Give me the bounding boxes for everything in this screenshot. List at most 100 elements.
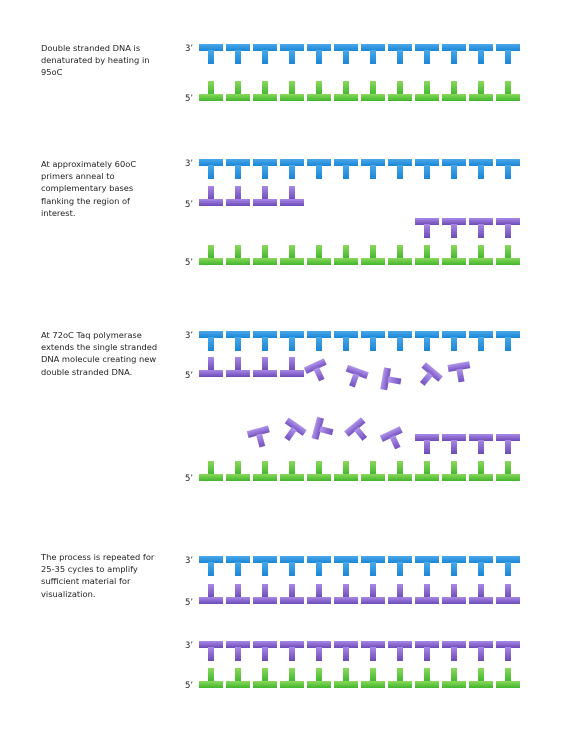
nucleotide	[199, 641, 223, 661]
nucleotide	[199, 186, 223, 206]
template-strand-top	[199, 331, 520, 351]
nucleotide	[469, 584, 493, 604]
nucleotide	[415, 668, 439, 688]
nucleotide	[199, 461, 223, 481]
free-nucleotide	[345, 364, 369, 388]
nucleotide	[496, 331, 520, 351]
nucleotide	[334, 331, 358, 351]
nucleotide	[253, 44, 277, 64]
primer-strand-right	[415, 434, 520, 454]
label-5prime: 5’	[185, 474, 193, 484]
nucleotide	[496, 461, 520, 481]
nucleotide	[253, 245, 277, 265]
nucleotide	[442, 461, 466, 481]
nucleotide	[361, 245, 385, 265]
nucleotide	[469, 218, 493, 238]
nucleotide	[388, 44, 412, 64]
nucleotide	[442, 81, 466, 101]
nucleotide	[415, 159, 439, 179]
template-strand-top	[199, 44, 520, 64]
free-nucleotide	[246, 425, 270, 448]
nucleotide	[280, 331, 304, 351]
nucleotide	[226, 641, 250, 661]
nucleotide	[442, 44, 466, 64]
label-5prime: 5’	[185, 371, 193, 381]
nucleotide	[199, 668, 223, 688]
nucleotide	[334, 81, 358, 101]
nucleotide	[280, 44, 304, 64]
nucleotide	[388, 461, 412, 481]
nucleotide	[496, 584, 520, 604]
label-5prime: 5’	[185, 258, 193, 268]
nucleotide	[415, 461, 439, 481]
nucleotide	[334, 159, 358, 179]
nucleotide	[388, 556, 412, 576]
nucleotide	[361, 81, 385, 101]
nucleotide	[496, 668, 520, 688]
step-4-description: The process is repeated for 25-35 cycles…	[41, 552, 155, 599]
nucleotide	[199, 331, 223, 351]
step-2-diagram: 3’ 5’ 5’	[185, 159, 520, 268]
nucleotide	[253, 159, 277, 179]
nucleotide	[280, 159, 304, 179]
nucleotide	[469, 668, 493, 688]
nucleotide	[334, 44, 358, 64]
nucleotide	[280, 584, 304, 604]
step-3-diagram: 3’ 5’ 5’	[185, 331, 520, 484]
label-3prime: 3’	[185, 331, 193, 341]
nucleotide	[361, 331, 385, 351]
template-strand-top	[199, 556, 520, 576]
nucleotide	[496, 218, 520, 238]
nucleotide	[496, 81, 520, 101]
nucleotide	[199, 357, 223, 377]
nucleotide	[469, 434, 493, 454]
nucleotide	[307, 461, 331, 481]
template-strand-bottom	[199, 461, 520, 481]
primer-strand-right	[415, 218, 520, 238]
nucleotide	[226, 584, 250, 604]
nucleotide	[199, 159, 223, 179]
nucleotide	[226, 159, 250, 179]
nucleotide	[253, 668, 277, 688]
nucleotide	[388, 641, 412, 661]
step-2-description: At approximately 60oC primers anneal to …	[41, 159, 137, 218]
step-3-description: At 72oC Taq polymerase extends the singl…	[41, 330, 158, 377]
step-1-diagram: 3’ 5’	[185, 44, 520, 104]
nucleotide	[226, 461, 250, 481]
label-3prime: 3’	[185, 44, 193, 54]
free-nucleotides-lower	[246, 416, 403, 450]
nucleotide	[334, 245, 358, 265]
free-nucleotide	[284, 417, 307, 442]
step-4-diagram: 3’ 5’ 3’ 5’	[185, 556, 520, 691]
label-5prime: 5’	[185, 94, 193, 104]
nucleotide	[226, 668, 250, 688]
nucleotide	[307, 668, 331, 688]
nucleotide	[361, 461, 385, 481]
nucleotide	[307, 159, 331, 179]
nucleotide	[415, 218, 439, 238]
new-strand-bottom	[199, 584, 520, 604]
nucleotide	[469, 245, 493, 265]
free-nucleotides-upper	[303, 358, 471, 391]
template-strand-bottom	[199, 81, 520, 101]
nucleotide	[253, 186, 277, 206]
nucleotide	[415, 245, 439, 265]
nucleotide	[415, 44, 439, 64]
nucleotide	[226, 556, 250, 576]
nucleotide	[280, 186, 304, 206]
nucleotide	[199, 556, 223, 576]
nucleotide	[199, 44, 223, 64]
nucleotide	[388, 81, 412, 101]
nucleotide	[442, 245, 466, 265]
nucleotide	[469, 331, 493, 351]
nucleotide	[361, 584, 385, 604]
nucleotide	[307, 556, 331, 576]
nucleotide	[442, 331, 466, 351]
nucleotide	[226, 44, 250, 64]
nucleotide	[442, 218, 466, 238]
label-5prime: 5’	[185, 598, 193, 608]
label-5prime: 5’	[185, 681, 193, 691]
label-3prime: 3’	[185, 641, 193, 651]
nucleotide	[226, 331, 250, 351]
